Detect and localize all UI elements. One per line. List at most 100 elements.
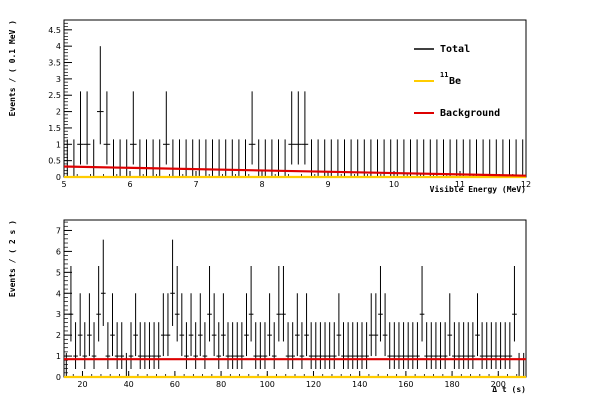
time-data-point [73,322,78,370]
time-data-point [295,293,300,357]
time-data-point [396,322,402,370]
time-data-point [364,322,369,370]
time-data-point [188,293,194,357]
energy-tick-group: 5 6 7 8 9 10 11 12 0 0.5 1 1.5 2 2.5 3 3.5 4 4.5 [48,19,531,189]
energy-data-point [77,91,84,165]
time-data-point [230,322,235,370]
legend-be-label: Be [449,76,461,87]
time-plot-frame [63,219,527,378]
time-data-point [156,322,162,370]
energy-data-point [367,139,375,178]
energy-data-point [519,139,526,178]
time-y-tick-label: 0 [56,373,61,382]
time-data-point [410,322,416,370]
time-data-point [498,322,503,370]
energy-y-tick-label: 2.5 [48,91,61,100]
energy-data-point [460,139,467,178]
time-data-point [304,293,309,357]
time-x-tick-label: 40 [124,380,134,389]
time-data-point [193,322,198,370]
time-data-point [174,265,180,342]
time-data-point [216,322,222,370]
time-data-point [516,352,522,378]
energy-x-tick-label: 11 [455,180,465,189]
time-data-point [507,322,513,370]
time-x-tick-label: 60 [170,380,180,389]
energy-data-point [229,139,236,178]
energy-data-point [103,91,111,165]
energy-data-point [130,91,137,165]
time-data-point [382,293,388,357]
time-data-point [202,322,208,370]
energy-data-point [149,139,157,178]
time-data-point [68,265,74,342]
time-data-point [285,322,291,370]
energy-curve-group [63,165,527,179]
time-data-point [419,265,425,342]
time-data-point [313,322,319,370]
time-data-point [359,322,365,370]
energy-data-point [420,139,427,178]
energy-data-point [110,139,117,178]
time-data-point [197,293,203,357]
energy-x-tick-label: 7 [193,180,198,189]
time-data-point [271,322,277,370]
energy-data-point [70,139,78,178]
energy-data-point [116,139,124,178]
energy-data-point [473,139,480,178]
time-data-point [438,322,443,370]
energy-curve-background [63,165,527,177]
energy-panel: 5 6 7 8 9 10 11 12 0 0.5 1 1.5 2 2.5 3 3.5 4 4.5 Visible … [8,19,531,194]
time-data-point [114,322,120,370]
energy-data-point [123,139,130,178]
energy-data-point [295,91,302,165]
energy-y-tick-label: 1 [56,140,61,149]
time-data-point [502,322,508,370]
time-x-tick-label: 200 [491,380,506,389]
legend-be-superscript: 11 [440,71,448,79]
time-data-point [387,322,393,370]
time-x-tick-label: 100 [260,380,275,389]
energy-data-point [499,139,507,178]
energy-data-point [90,139,97,178]
time-data-point [221,293,226,357]
time-data-point [318,322,323,370]
time-x-axis-title: Δ t (s) [492,385,526,394]
time-data-point [327,322,332,370]
time-data-point [165,293,171,357]
time-data-point [308,322,314,370]
time-data-point [433,322,439,370]
energy-data-point [143,139,150,178]
time-data-point [211,293,217,357]
time-data-point [465,322,471,370]
energy-data-point [156,139,163,178]
energy-x-tick-label: 6 [127,180,132,189]
time-data-point [248,265,254,342]
time-data-point [170,239,175,326]
energy-data-point [288,91,295,165]
energy-data-point [83,91,91,165]
time-data-point [151,322,157,370]
energy-data-point [427,139,434,178]
time-data-point [142,322,148,370]
energy-data-point [506,139,513,178]
energy-data-point [215,139,223,178]
time-data-point [345,322,351,370]
time-data-point [276,265,282,342]
energy-data-point [176,139,183,178]
time-data-point [350,322,356,370]
energy-data-point [235,139,243,178]
time-data-point [96,265,101,342]
time-data-point [253,322,259,370]
energy-y-tick-label: 1.5 [48,124,61,133]
energy-data-point [163,91,170,165]
time-data-point [147,322,152,370]
energy-data-point [374,139,381,178]
energy-data-point [413,139,421,178]
time-data-point [91,322,97,370]
time-data-point [378,265,383,342]
time-data-point [184,322,189,370]
time-data-point [368,293,374,357]
time-data-point [262,322,268,370]
energy-data-point [453,139,460,178]
